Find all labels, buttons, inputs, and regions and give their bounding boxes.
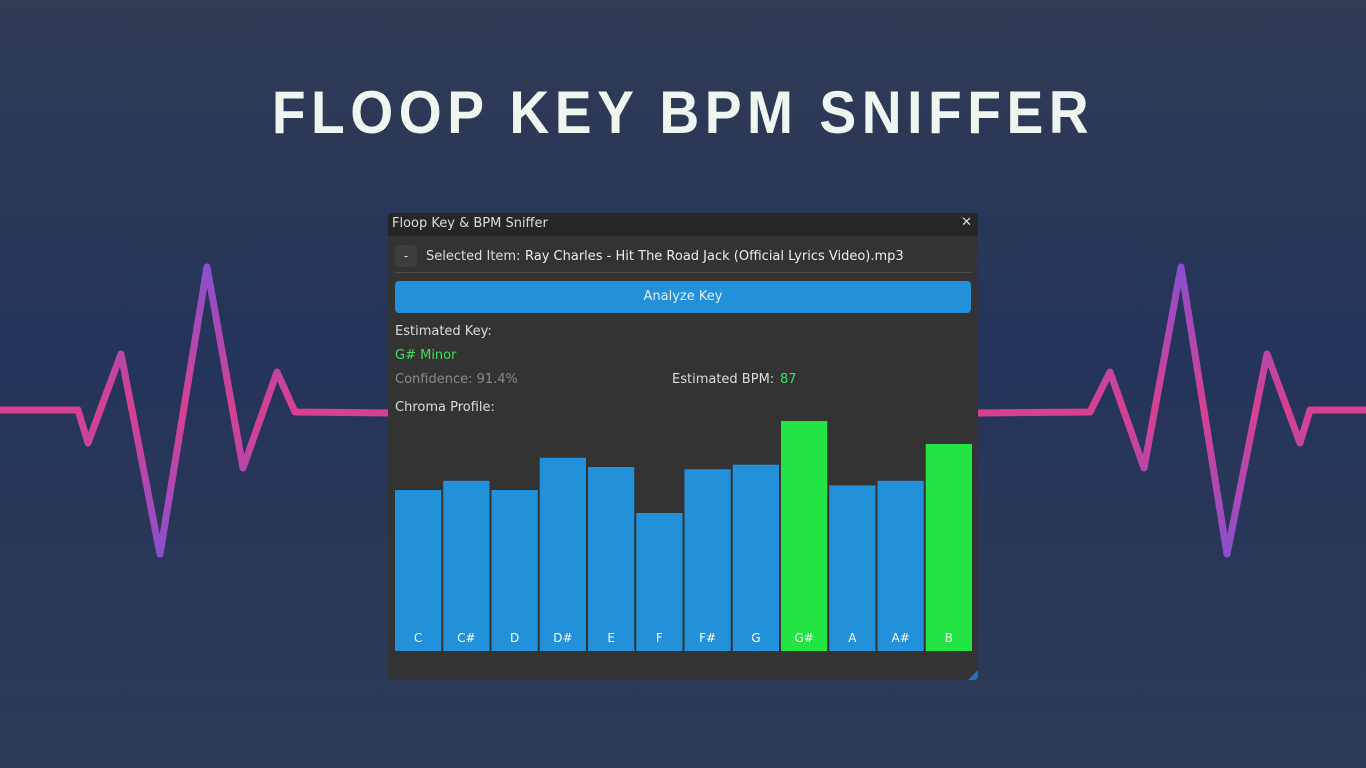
chroma-label: Chroma Profile: <box>395 400 495 415</box>
x-tick-label: A# <box>891 631 909 645</box>
x-tick-label: F <box>656 631 663 645</box>
bar <box>491 490 538 651</box>
x-tick-label: A <box>848 631 857 645</box>
x-tick-label: F# <box>699 631 716 645</box>
bar <box>684 469 731 651</box>
bar <box>539 457 586 651</box>
x-tick-label: C <box>414 631 422 645</box>
resize-grip[interactable] <box>968 670 978 680</box>
x-tick-label: B <box>945 631 953 645</box>
confidence: Confidence: 91.4% <box>395 372 518 387</box>
chroma-chart: C C# D D# E F F# G G# A A# B <box>395 421 972 651</box>
bar <box>781 421 828 651</box>
selected-label: Selected Item: <box>426 249 521 264</box>
x-tick-label: E <box>607 631 615 645</box>
page-title: FLOOP KEY BPM SNIFFER <box>271 79 1095 146</box>
bar <box>588 467 635 651</box>
bpm-label: Estimated BPM: <box>672 372 775 387</box>
collapse-button[interactable]: - <box>395 245 417 267</box>
app-window: Floop Key & BPM Sniffer ✕ - Selected Ite… <box>388 213 978 680</box>
close-button[interactable]: ✕ <box>961 215 972 230</box>
window-title: Floop Key & BPM Sniffer <box>392 216 548 231</box>
bar <box>925 444 972 651</box>
selected-value: Ray Charles - Hit The Road Jack (Officia… <box>525 249 904 264</box>
title-bar: Floop Key & BPM Sniffer ✕ <box>388 213 978 236</box>
x-tick-label: G <box>751 631 760 645</box>
bar <box>877 480 924 651</box>
bar <box>443 480 490 651</box>
x-tick-label: G# <box>794 631 813 645</box>
analyze-button[interactable]: Analyze Key <box>395 281 971 313</box>
bar <box>732 464 779 651</box>
key-label: Estimated Key: <box>395 324 492 339</box>
x-tick-label: D <box>510 631 519 645</box>
separator <box>395 272 972 273</box>
bar <box>395 490 442 651</box>
bpm-value: 87 <box>780 372 797 387</box>
x-tick-label: D# <box>553 631 572 645</box>
bar <box>636 513 683 651</box>
bar <box>829 485 876 651</box>
x-tick-label: C# <box>457 631 475 645</box>
key-value: G# Minor <box>395 348 457 363</box>
